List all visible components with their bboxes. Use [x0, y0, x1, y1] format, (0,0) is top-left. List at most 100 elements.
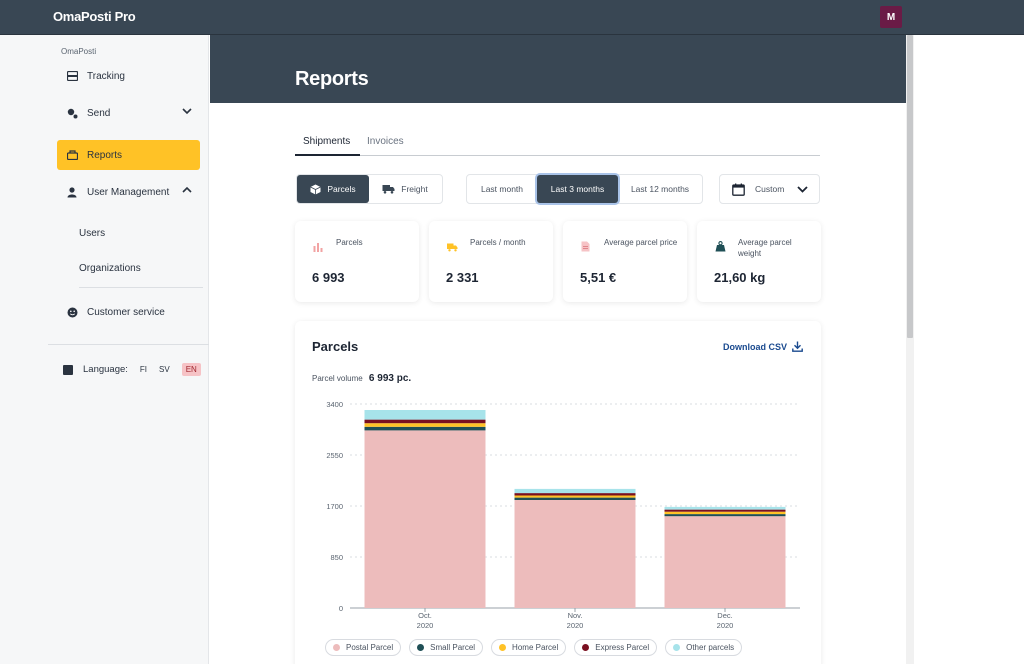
panel-title: Parcels [312, 339, 359, 354]
bar-segment [364, 426, 486, 431]
page-header: Reports [210, 35, 906, 103]
sidebar-item-label: User Management [87, 186, 170, 198]
legend-item[interactable]: Express Parcel [574, 639, 658, 656]
scrollbar-track[interactable] [906, 35, 914, 664]
sidebar-item-customer-service[interactable]: Customer service [57, 297, 200, 327]
stat-value: 2 331 [446, 270, 479, 285]
scrollbar-thumb[interactable] [907, 35, 913, 338]
legend-label: Postal Parcel [346, 643, 394, 652]
tab-bar: Shipments Invoices [295, 134, 820, 156]
language-option-sv[interactable]: SV [159, 365, 170, 374]
language-label: Language: [83, 364, 128, 375]
bar-segment [664, 509, 786, 512]
legend-swatch [417, 644, 425, 651]
truck-icon [382, 184, 395, 194]
tracking-icon [66, 70, 78, 82]
parcels-button-label: Parcels [327, 184, 356, 194]
x-tick-label: Nov. [568, 611, 583, 620]
stat-card-average-price: Average parcel price 5,51 € [563, 221, 687, 302]
chevron-up-icon[interactable] [182, 186, 192, 197]
freight-button[interactable]: Freight [369, 175, 441, 203]
bar-segment [664, 514, 786, 517]
sidebar-item-user-management[interactable]: User Management [57, 177, 200, 207]
sidebar-item-label: Customer service [87, 306, 165, 318]
chevron-down-icon [797, 185, 808, 193]
smiley-icon [66, 306, 78, 318]
legend-item[interactable]: Other parcels [665, 639, 743, 656]
page-title: Reports [295, 68, 369, 90]
parcels-button[interactable]: Parcels [297, 175, 369, 203]
bar-segment [514, 488, 636, 494]
parcel-volume-label: Parcel volume [312, 374, 363, 383]
sidebar-item-tracking[interactable]: Tracking [57, 61, 200, 91]
period-toggle: Last month Last 3 months Last 12 months [466, 174, 703, 204]
tab-shipments[interactable]: Shipments [303, 136, 351, 147]
sidebar-item-users[interactable]: Users [79, 228, 106, 239]
sidebar-item-organizations[interactable]: Organizations [79, 263, 141, 274]
user-icon [66, 186, 78, 198]
language-option-en[interactable]: EN [181, 363, 201, 376]
legend-item[interactable]: Postal Parcel [325, 639, 402, 656]
stat-label: Average parcel weight [738, 238, 792, 258]
weight-icon [715, 239, 726, 252]
tab-invoices[interactable]: Invoices [367, 136, 404, 147]
y-tick-label: 3400 [326, 400, 343, 409]
sidebar-item-label: Tracking [87, 70, 125, 82]
last-12-months-button[interactable]: Last 12 months [630, 184, 690, 194]
x-tick-label: Dec. [717, 611, 732, 620]
shipment-type-toggle: Parcels Freight [296, 174, 443, 204]
calendar-icon [732, 183, 745, 196]
bar-chart-icon [313, 239, 323, 252]
active-tab-indicator [295, 154, 360, 156]
top-bar: OmaPosti Pro M [0, 0, 1024, 35]
app-logo[interactable]: OmaPosti Pro [53, 9, 136, 24]
custom-label: Custom [755, 184, 785, 194]
user-avatar[interactable]: M [880, 6, 902, 28]
last-month-button[interactable]: Last month [480, 184, 524, 194]
parcels-chart-panel: Parcels Download CSV Parcel volume 6 993… [295, 321, 821, 664]
legend-label: Small Parcel [430, 643, 476, 652]
stat-card-average-weight: Average parcel weight 21,60 kg [697, 221, 821, 302]
sidebar-divider [79, 287, 203, 288]
stat-label: Parcels / month [470, 238, 526, 247]
x-tick-label: 2020 [417, 621, 434, 630]
legend-item[interactable]: Small Parcel [409, 639, 484, 656]
bar-segment [514, 500, 636, 608]
x-tick-label: 2020 [717, 621, 734, 630]
bar-segment [364, 430, 486, 608]
send-icon [66, 107, 78, 119]
download-icon [792, 341, 803, 352]
download-csv-link[interactable]: Download CSV [723, 341, 803, 352]
legend-swatch [673, 644, 681, 651]
legend-label: Home Parcel [512, 643, 559, 652]
legend-swatch [582, 644, 590, 651]
chevron-down-icon[interactable] [182, 107, 192, 118]
sidebar-item-label: Reports [87, 149, 123, 161]
bar-segment [514, 495, 636, 498]
x-tick-label: Oct. [418, 611, 432, 620]
reports-icon [66, 149, 78, 161]
legend-label: Other parcels [686, 643, 735, 652]
parcel-volume-value: 6 993 pc. [368, 373, 412, 384]
y-tick-label: 850 [330, 553, 343, 562]
language-selector: Language: FI SV EN [63, 363, 213, 376]
stat-card-parcels-per-month: Parcels / month 2 331 [429, 221, 553, 302]
sidebar-item-send[interactable]: Send [57, 98, 200, 128]
last-3-months-button[interactable]: Last 3 months [537, 175, 618, 203]
bar-segment [364, 423, 486, 427]
bar-segment [364, 410, 486, 420]
sidebar: OmaPosti Tracking Send Reports User Mana… [0, 35, 209, 664]
legend-item[interactable]: Home Parcel [491, 639, 567, 656]
stat-value: 6 993 [312, 270, 345, 285]
language-option-fi[interactable]: FI [139, 365, 148, 374]
stat-value: 5,51 € [580, 270, 617, 285]
stat-label: Average parcel price [604, 238, 678, 247]
sidebar-section-label: OmaPosti [61, 47, 97, 56]
parcel-volume: Parcel volume 6 993 pc. [312, 373, 411, 384]
custom-date-dropdown[interactable]: Custom [719, 174, 820, 204]
y-tick-label: 2550 [326, 451, 343, 460]
receipt-icon [581, 239, 591, 252]
download-csv-label: Download CSV [722, 341, 787, 352]
sidebar-item-reports[interactable]: Reports [57, 140, 200, 170]
